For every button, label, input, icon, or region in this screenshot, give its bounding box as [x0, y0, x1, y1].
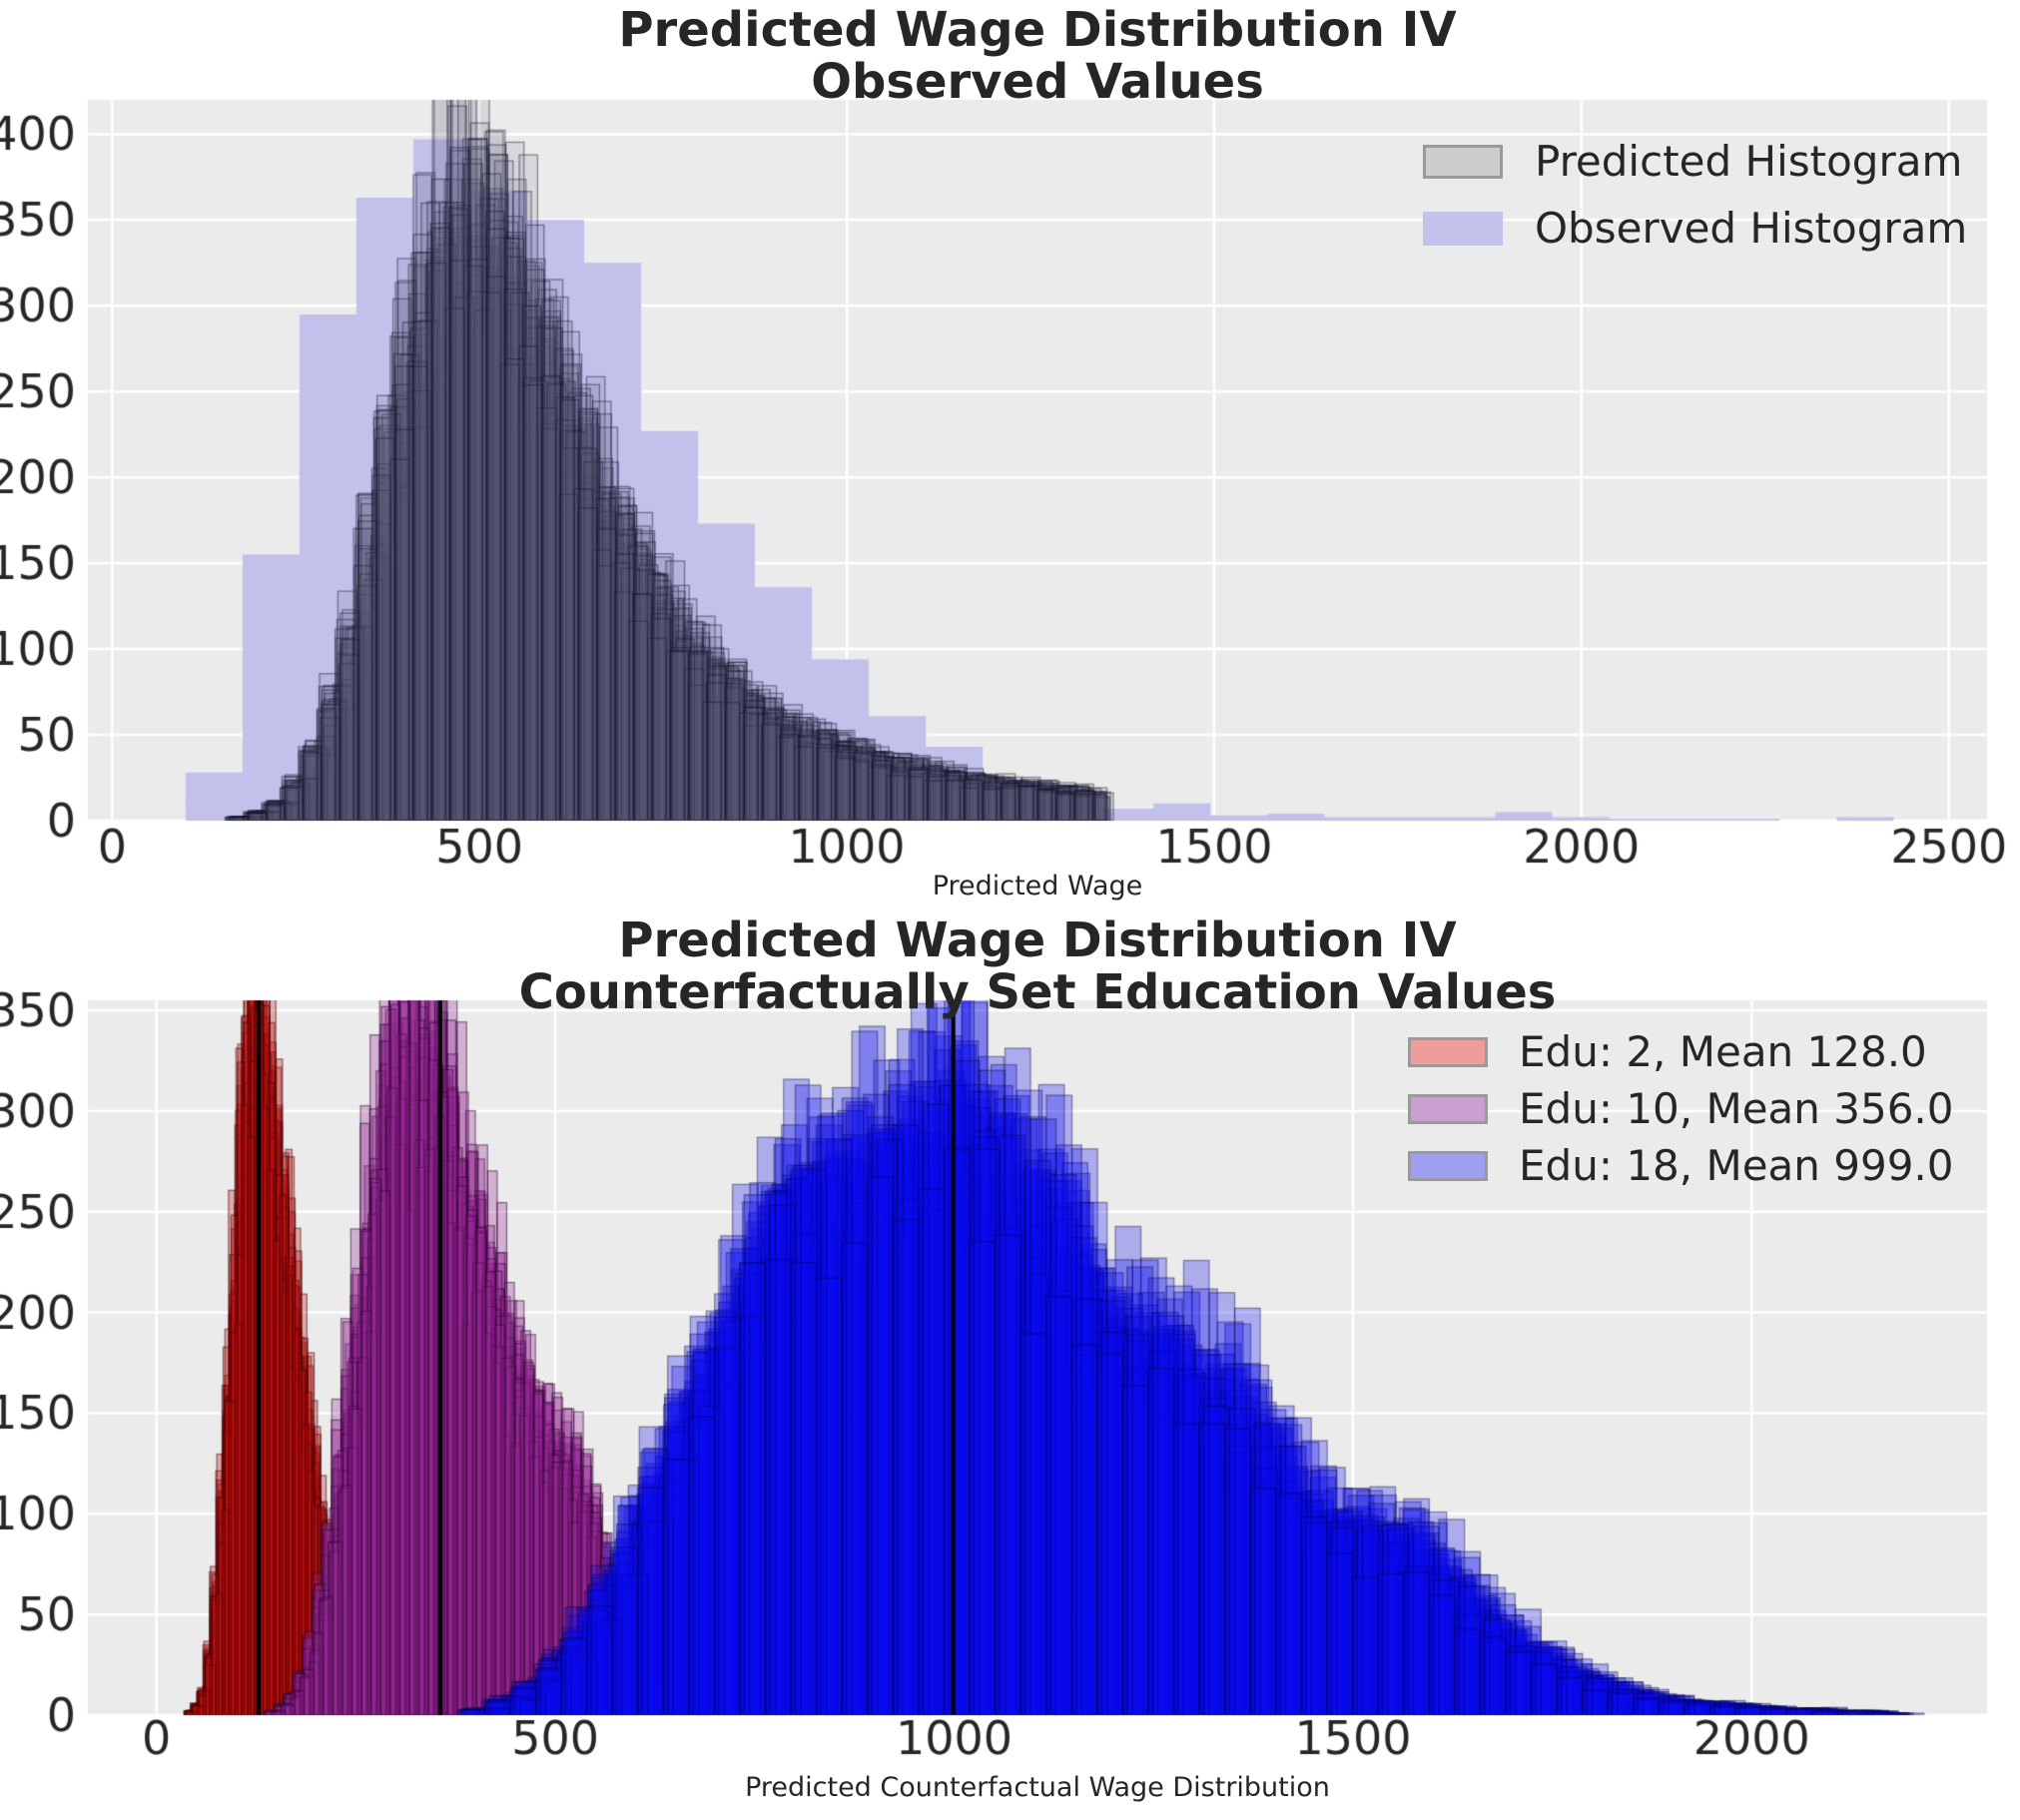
edu2-swatch — [1408, 1036, 1488, 1067]
legend-label: Edu: 10, Mean 356.0 — [1519, 1084, 1954, 1133]
bottom-chart-title-line2: Counterfactually Set Education Values — [518, 964, 1557, 1020]
top-chart-title-line1: Predicted Wage Distribution IV — [618, 2, 1457, 58]
top-chart-title-line2: Observed Values — [811, 54, 1264, 110]
edu10-swatch — [1408, 1093, 1488, 1124]
legend-item-edu18: Edu: 18, Mean 999.0 — [1408, 1137, 1953, 1194]
legend-label: Predicted Histogram — [1535, 137, 1963, 186]
legend-item-predicted: Predicted Histogram — [1423, 128, 1967, 195]
legend-item-edu2: Edu: 2, Mean 128.0 — [1408, 1023, 1953, 1080]
top-chart-xlabel: Predicted Wage — [932, 871, 1143, 902]
legend-label: Observed Histogram — [1535, 204, 1968, 253]
bottom-chart-legend: Edu: 2, Mean 128.0 Edu: 10, Mean 356.0 E… — [1408, 1023, 1953, 1194]
top-chart-title: Predicted Wage Distribution IV Observed … — [88, 4, 1987, 108]
legend-label: Edu: 2, Mean 128.0 — [1519, 1027, 1927, 1076]
legend-item-edu10: Edu: 10, Mean 356.0 — [1408, 1080, 1953, 1137]
top-chart-legend: Predicted Histogram Observed Histogram — [1423, 128, 1967, 262]
predicted-histogram-swatch — [1423, 144, 1503, 179]
edu18-swatch — [1408, 1150, 1488, 1181]
bottom-chart-title-line1: Predicted Wage Distribution IV — [618, 912, 1457, 968]
observed-histogram-swatch — [1423, 211, 1503, 246]
legend-label: Edu: 18, Mean 999.0 — [1519, 1141, 1954, 1190]
bottom-chart-xlabel: Predicted Counterfactual Wage Distributi… — [745, 1772, 1330, 1803]
top-histogram-canvas — [0, 0, 2020, 909]
legend-item-observed: Observed Histogram — [1423, 195, 1967, 262]
bottom-chart-title: Predicted Wage Distribution IV Counterfa… — [88, 914, 1987, 1018]
bottom-histogram-canvas — [0, 909, 2020, 1820]
